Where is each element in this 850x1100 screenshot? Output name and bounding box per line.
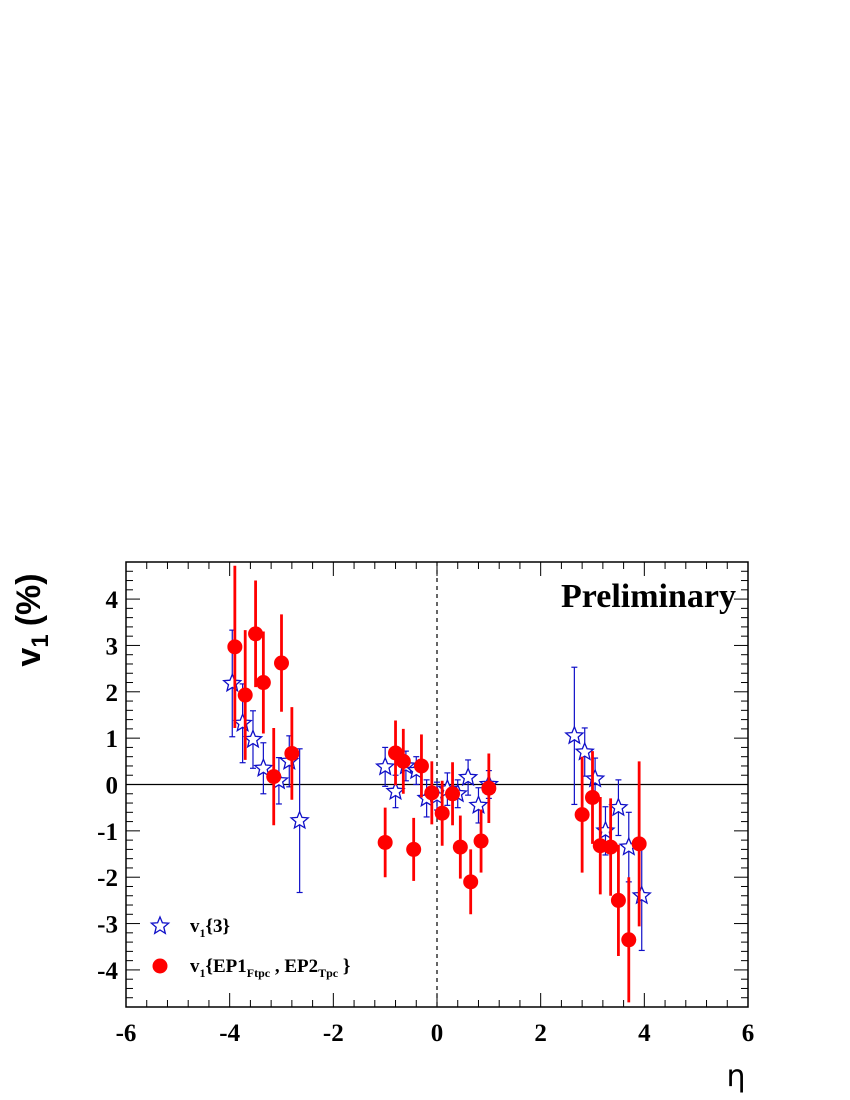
data-point-circle (248, 626, 264, 642)
legend-circle-shape (152, 958, 168, 974)
y-tick-label: -1 (97, 819, 118, 846)
x-tick-label: -2 (323, 1020, 344, 1047)
data-point-circle (574, 807, 590, 823)
data-point-circle (585, 789, 600, 805)
y-tick-label: 3 (106, 633, 119, 660)
y-tick-label: 0 (106, 773, 119, 800)
data-point-circle (434, 805, 450, 821)
y-tick-label: -4 (97, 958, 118, 985)
data-point-circle (406, 841, 422, 857)
y-axis-title: v1(%) (10, 573, 54, 666)
axis-ticks (125, 561, 749, 1008)
data-point-circle (377, 834, 393, 850)
x-tick-label: 0 (431, 1020, 444, 1047)
data-point-star (222, 672, 243, 693)
legend-marker-star (149, 915, 171, 935)
x-tick-label: 4 (638, 1020, 651, 1047)
data-point-circle (395, 753, 411, 769)
y-tick-label: -3 (97, 912, 118, 939)
data-point-star (584, 768, 606, 788)
data-point-circle (481, 780, 497, 796)
data-point-circle (603, 839, 619, 855)
x-tick-label: 6 (742, 1020, 755, 1047)
y-tick-label: 1 (106, 726, 119, 753)
legend-entry-v1-ep: v1{EP1Ftpc , EP2Tpc } (190, 956, 350, 980)
y-tick-label: 4 (106, 587, 119, 614)
data-point-star (631, 885, 652, 905)
data-point-circle (237, 687, 253, 703)
data-point-circle (631, 836, 647, 852)
data-point-circle (227, 639, 243, 655)
data-point-circle (473, 833, 489, 849)
data-point-circle (274, 655, 289, 671)
x-axis-title: η (726, 1059, 745, 1094)
data-point-star (253, 757, 274, 777)
data-point-circle (266, 769, 282, 785)
y-axis-title-subscript: 1 (27, 634, 54, 647)
data-point-star (574, 741, 595, 761)
x-tick-label: -6 (116, 1020, 137, 1047)
y-tick-label: 2 (106, 680, 119, 707)
data-point-circle (445, 786, 461, 802)
x-tick-label: 2 (534, 1020, 547, 1047)
data-point-circle (452, 839, 468, 855)
x-tick-label: -4 (219, 1020, 240, 1047)
data-point-star (374, 756, 396, 776)
data-point-circle (621, 932, 637, 948)
data-point-circle (284, 745, 300, 761)
legend-entry-v1-3: v1{3} (190, 916, 230, 940)
preliminary-label: Preliminary (561, 578, 736, 615)
data-point-star (564, 725, 585, 745)
data-point-star (457, 766, 479, 787)
data-point-star (289, 809, 310, 830)
data-point-circle (255, 675, 271, 691)
legend-star-shape (149, 915, 171, 935)
data-point-star (468, 794, 489, 814)
legend-marker-circle (152, 958, 168, 974)
data-markers (222, 565, 652, 1003)
data-point-circle (413, 758, 429, 774)
data-point-circle (424, 785, 440, 801)
tick-labels: -6 -4 -2 0 2 4 6 4 3 2 1 0 -1 -2 -3 -4 (97, 587, 754, 1047)
data-point-circle (463, 874, 479, 890)
data-point-circle (610, 892, 626, 908)
y-tick-label: -2 (97, 865, 118, 892)
legend: v1{3} v1{EP1Ftpc , EP2Tpc } (149, 915, 350, 980)
